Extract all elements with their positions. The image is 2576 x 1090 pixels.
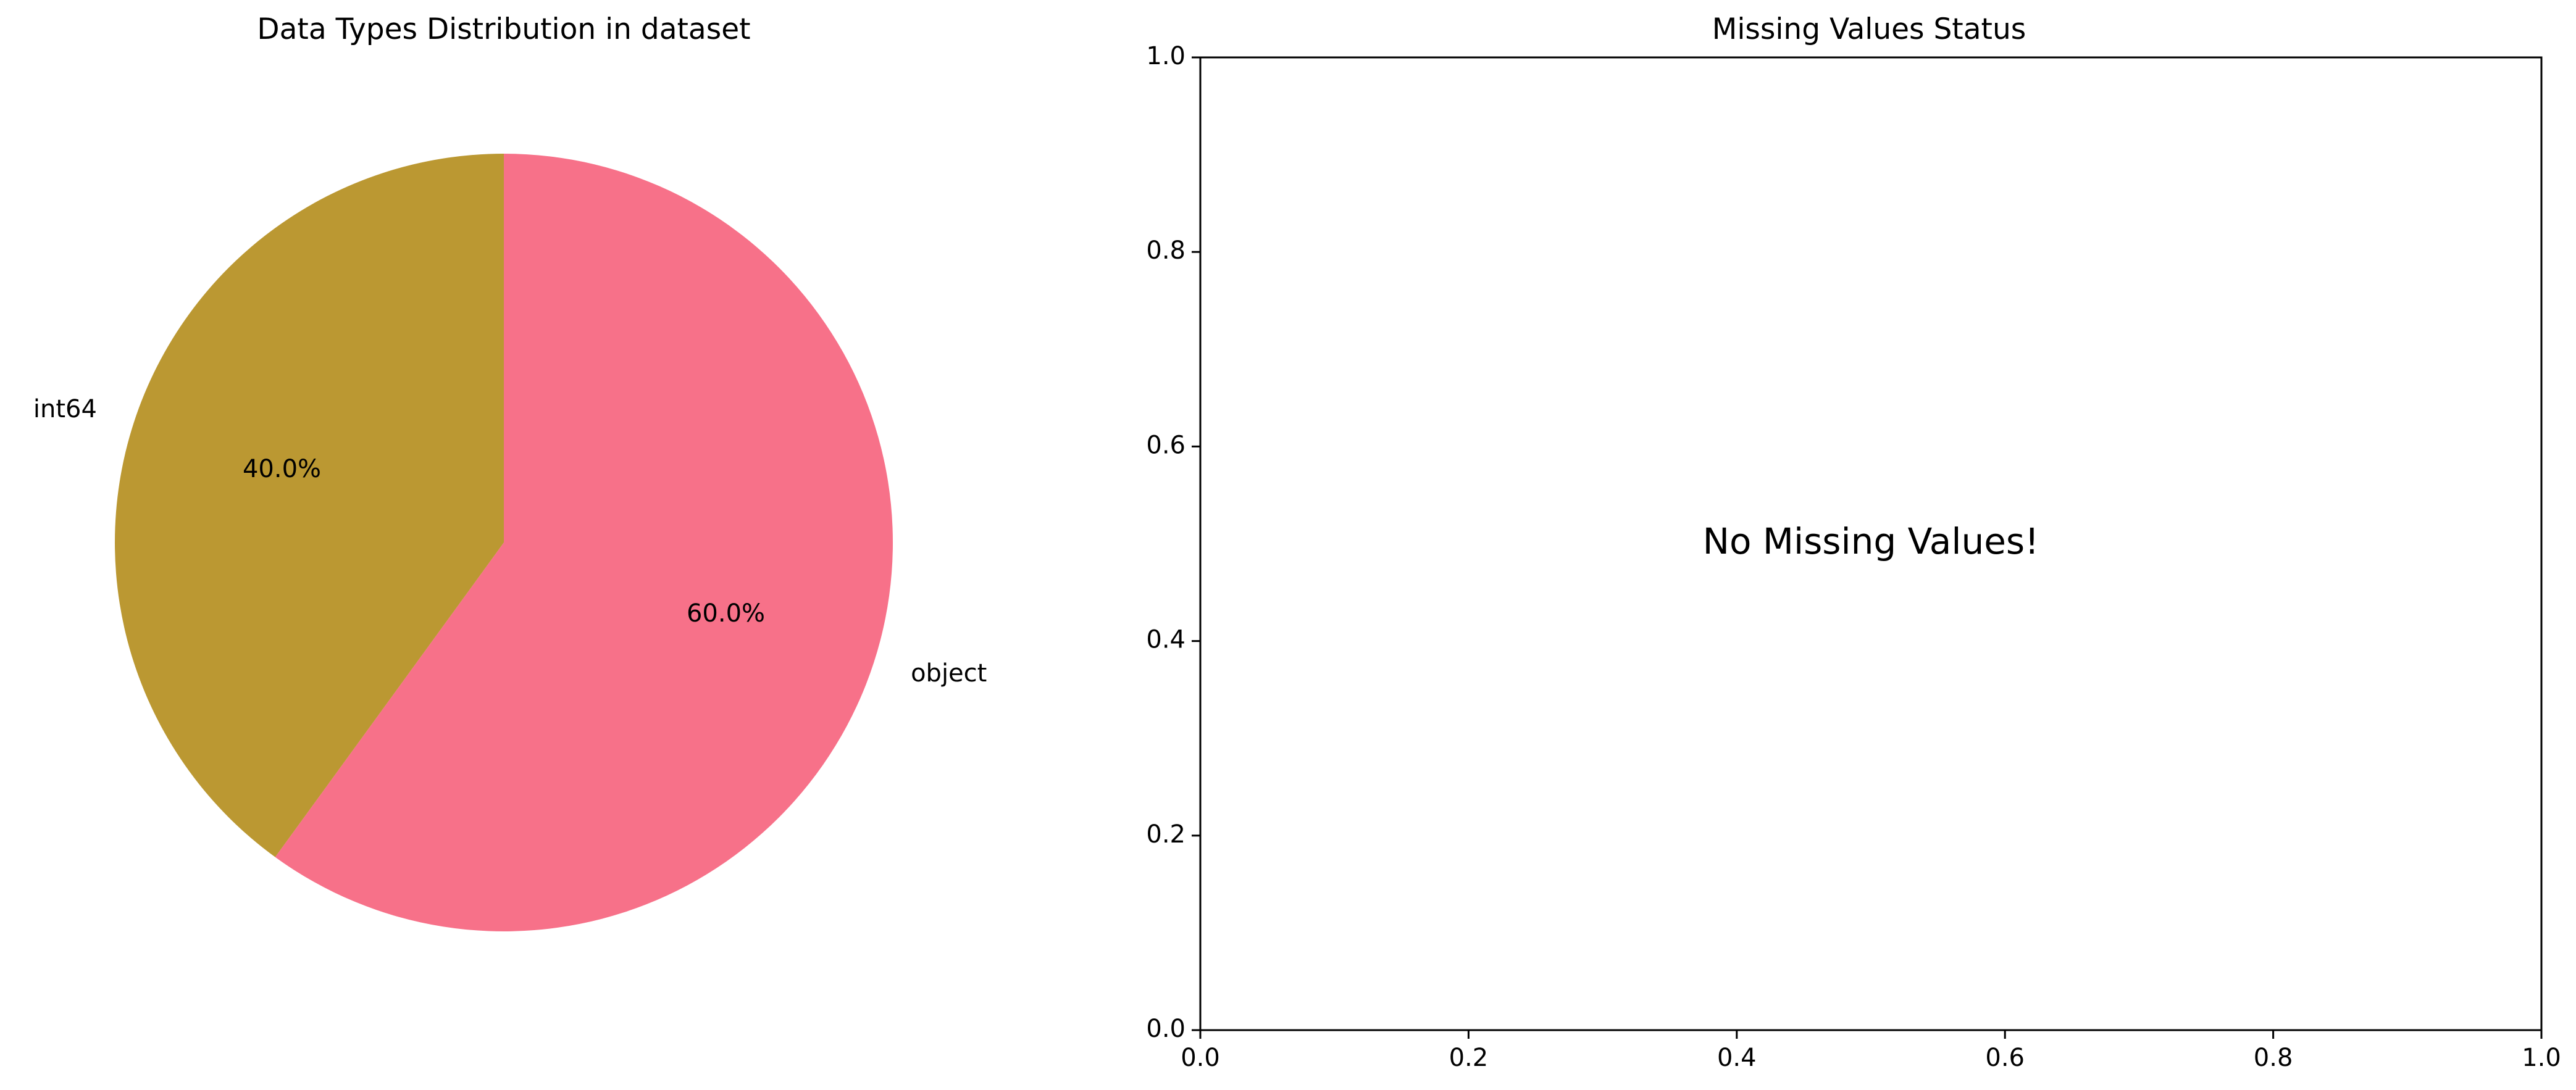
pie-title: Data Types Distribution in dataset: [257, 12, 750, 46]
y-tick-label: 0.6: [1146, 431, 1186, 459]
y-tick-label: 0.4: [1146, 626, 1186, 654]
y-tick-label: 0.2: [1146, 820, 1186, 849]
pie-pct-object: 60.0%: [687, 599, 765, 628]
plot-frame: [1199, 56, 2543, 1031]
missing-values-title: Missing Values Status: [1712, 12, 2026, 46]
x-tick-label: 0.4: [1717, 1044, 1757, 1072]
y-axis-ticks: 0.0 0.2 0.4 0.6 0.8 1.0: [1146, 42, 1200, 1043]
y-tick-label: 1.0: [1146, 42, 1186, 70]
y-tick-label: 0.0: [1146, 1015, 1186, 1043]
y-tick-label: 0.8: [1146, 236, 1186, 265]
pie-slice-object: [275, 154, 893, 931]
pie-pct-int64: 40.0%: [243, 455, 321, 483]
pie-chart: Data Types Distribution in dataset objec…: [33, 12, 987, 931]
pie-slices: [115, 154, 893, 931]
pie-labels: object 60.0% int64 40.0%: [33, 395, 987, 688]
pie-label-int64: int64: [33, 395, 97, 423]
x-axis-ticks: 0.0 0.2 0.4 0.6 0.8 1.0: [1181, 1030, 2561, 1072]
x-tick-label: 0.0: [1181, 1044, 1220, 1072]
x-tick-label: 0.2: [1449, 1044, 1489, 1072]
pie-label-object: object: [911, 659, 987, 688]
x-tick-label: 0.8: [2254, 1044, 2293, 1072]
missing-values-chart: Missing Values Status 0.0 0.2 0.4 0.6 0.8 1.0…: [1146, 12, 2561, 1072]
x-tick-label: 1.0: [2522, 1044, 2561, 1072]
pie-slice-int64: [115, 154, 504, 857]
no-missing-values-annotation: No Missing Values!: [1703, 520, 2039, 562]
x-tick-label: 0.6: [1985, 1044, 2025, 1072]
